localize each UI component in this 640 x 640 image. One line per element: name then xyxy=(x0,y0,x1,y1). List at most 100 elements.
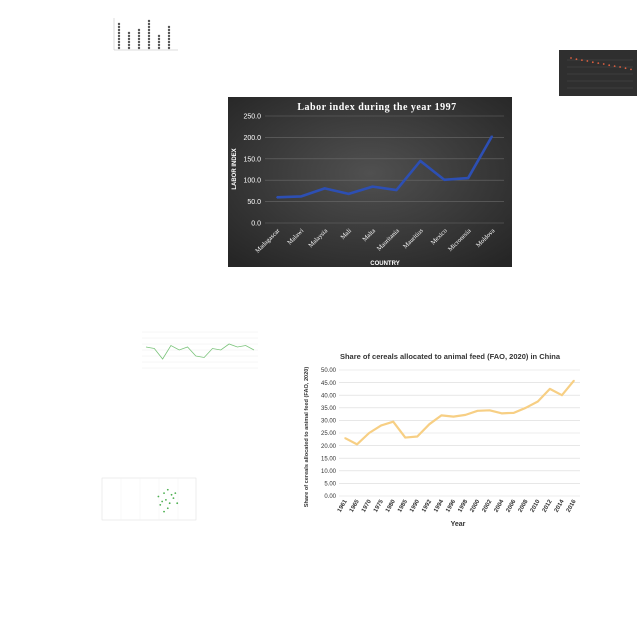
labor-series-line xyxy=(276,135,494,199)
dark-thumb-dot xyxy=(608,64,611,67)
cereals-thumbnail xyxy=(118,314,264,394)
dot-plot-dot xyxy=(117,31,121,35)
china-data-point xyxy=(356,443,358,446)
dot-plot-svg xyxy=(113,18,178,51)
labor-y-axis-label: LABOR INDEX xyxy=(232,148,238,189)
china-data-point xyxy=(428,423,431,425)
china-y-tick-label: 35.00 xyxy=(321,406,337,412)
labor-y-tick-label: 0.0 xyxy=(251,221,261,228)
china-data-point xyxy=(416,435,419,438)
dot-plot-dot xyxy=(147,31,151,35)
china-data-point xyxy=(524,407,527,409)
scatter-thumb-point xyxy=(161,500,164,503)
dark-thumb-dot xyxy=(591,61,594,64)
china-data-point xyxy=(488,409,491,412)
china-data-point xyxy=(549,388,551,390)
scatter-thumb-point xyxy=(163,492,165,495)
dot-plot-dot xyxy=(117,37,121,41)
dot-plot-dot xyxy=(127,46,131,50)
dot-plot-dot xyxy=(127,40,131,44)
dot-plot-dot xyxy=(167,31,171,35)
scatter-thumb-point xyxy=(166,488,169,491)
dot-plot-dot xyxy=(157,34,161,38)
china-y-tick-label: 15.00 xyxy=(321,456,337,462)
dot-plot-dot xyxy=(157,46,161,50)
china-data-point xyxy=(440,414,443,417)
dark-chart-thumbnail xyxy=(559,50,637,96)
dark-thumb-dot xyxy=(630,68,632,71)
labor-chart-background xyxy=(228,97,512,267)
labor-x-axis-label: COUNTRY xyxy=(370,261,399,267)
china-data-point xyxy=(537,400,539,403)
scatter-thumbnail xyxy=(96,468,198,528)
dot-plot-dot xyxy=(127,31,131,35)
labor-data-point xyxy=(276,196,278,199)
labor-y-tick-label: 200.0 xyxy=(243,135,261,142)
labor-y-tick-label: 100.0 xyxy=(243,178,261,185)
dot-plot-dot xyxy=(137,31,141,35)
dot-plot-dot xyxy=(117,46,121,50)
scatter-thumb-point xyxy=(172,497,175,500)
dot-plot-dot xyxy=(147,25,151,29)
china-y-tick-label: 5.00 xyxy=(324,482,336,488)
dot-plot-dot xyxy=(147,40,151,44)
dot-plot-dot xyxy=(147,28,151,32)
dot-plot-dot xyxy=(117,34,121,38)
dot-plot-dot xyxy=(147,19,151,23)
dot-plot-dot xyxy=(157,37,161,41)
dot-plot-dot xyxy=(127,37,131,41)
dot-plot-dot xyxy=(167,37,171,41)
dot-plot-dot xyxy=(117,22,121,26)
scatter-thumb-point xyxy=(176,502,179,505)
scatter-thumb-point xyxy=(168,502,171,505)
china-data-point xyxy=(392,420,395,423)
dark-thumb-dot xyxy=(613,65,616,67)
labor-y-tick-label: 150.0 xyxy=(243,156,261,163)
china-y-tick-label: 20.00 xyxy=(321,444,337,450)
dot-plot-dot xyxy=(157,40,161,44)
china-data-point xyxy=(452,415,455,418)
china-data-point xyxy=(476,410,479,412)
dot-plot-dot xyxy=(157,43,161,47)
cereals-thumbnail-svg xyxy=(142,331,258,369)
china-data-point xyxy=(368,432,370,434)
china-chart-title: Share of cereals allocated to animal fee… xyxy=(340,352,561,361)
cereals-thumb-line xyxy=(145,343,255,360)
labor-data-point xyxy=(443,178,446,181)
china-x-axis-label: Year xyxy=(451,521,466,528)
cereals-china-chart-svg: Share of cereals allocated to animal fee… xyxy=(298,345,588,530)
china-data-point xyxy=(344,437,346,439)
dark-thumb-dot xyxy=(597,62,600,64)
cereals-china-chart: Share of cereals allocated to animal fee… xyxy=(298,345,588,530)
scatter-thumb-point xyxy=(159,503,162,506)
labor-data-point xyxy=(347,193,350,195)
china-y-axis-label: Share of cereals allocated to animal fee… xyxy=(304,367,310,508)
scatter-thumb-point xyxy=(165,498,167,501)
dot-plot-dot xyxy=(167,46,171,50)
dark-thumb-dot xyxy=(575,58,578,61)
china-data-point xyxy=(512,412,515,414)
dark-thumb-dot xyxy=(586,60,589,62)
dot-plot-dot xyxy=(137,34,141,38)
scatter-thumb-point xyxy=(163,510,165,513)
scatter-thumb-frame xyxy=(101,477,197,521)
dot-plot-dot xyxy=(147,43,151,47)
china-y-tick-label: 0.00 xyxy=(324,494,336,500)
dot-plot-thumbnail xyxy=(100,10,180,60)
dark-thumb-dot xyxy=(570,57,572,59)
dot-plot-dot xyxy=(167,25,171,29)
china-y-tick-label: 40.00 xyxy=(321,393,337,399)
china-data-point xyxy=(464,414,467,416)
china-y-tick-label: 50.00 xyxy=(321,368,337,374)
labor-data-point xyxy=(371,185,374,188)
dark-thumb-dot xyxy=(624,67,627,70)
dark-thumb-dot xyxy=(602,63,605,65)
china-y-tick-label: 10.00 xyxy=(321,469,337,475)
china-data-point xyxy=(500,412,503,415)
china-data-point xyxy=(573,379,575,382)
dot-plot-dot xyxy=(137,40,141,44)
dot-plot-dot xyxy=(147,22,151,26)
labor-data-point xyxy=(300,195,302,198)
scatter-thumb-point xyxy=(170,493,173,496)
china-series-line xyxy=(344,379,575,446)
